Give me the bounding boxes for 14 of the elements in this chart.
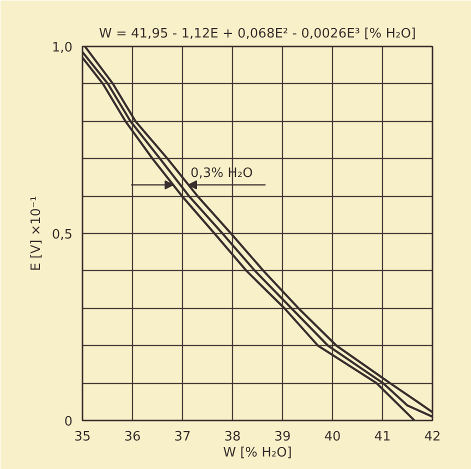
x-tick-label: 39 [274,430,291,444]
x-tick-label: 36 [124,430,141,444]
x-tick-label: 41 [374,430,391,444]
x-tick-label: 42 [424,430,441,444]
y-tick-label: 0,5 [52,228,73,242]
x-tick-label: 37 [174,430,191,444]
x-tick-label: 40 [324,430,341,444]
chart-title: W = 41,95 - 1,12E + 0,068E² - 0,0026E³ [% H₂O] [99,26,416,42]
x-tick-label: 38 [224,430,241,444]
y-tick-label: 1,0 [52,40,73,56]
x-axis-title: W [% H₂O] [223,446,292,460]
x-tick-label: 35 [74,430,91,444]
y-axis-title: E [V] ×10⁻¹ [28,196,44,272]
y-tick-label: 0 [64,414,73,430]
